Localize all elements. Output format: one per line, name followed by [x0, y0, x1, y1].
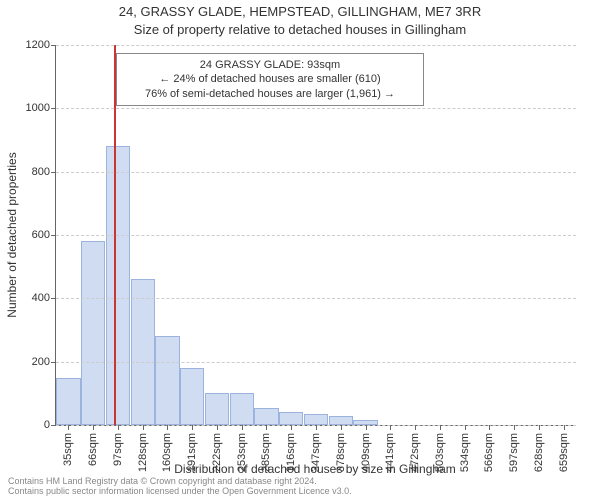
histogram-bar: [230, 393, 254, 425]
x-tick-mark: [341, 425, 342, 430]
footer-line-2: Contains public sector information licen…: [8, 487, 352, 497]
y-tick-mark: [51, 45, 56, 46]
x-tick-mark: [266, 425, 267, 430]
x-tick-mark: [366, 425, 367, 430]
histogram-bar: [131, 279, 155, 425]
y-tick-label: 200: [32, 356, 50, 368]
x-tick-mark: [415, 425, 416, 430]
x-tick-mark: [316, 425, 317, 430]
x-tick-mark: [291, 425, 292, 430]
y-tick-mark: [51, 298, 56, 299]
histogram-bar: [106, 146, 130, 425]
y-tick-mark: [51, 235, 56, 236]
x-tick-mark: [514, 425, 515, 430]
plot-area: 24 GRASSY GLADE: 93sqm← 24% of detached …: [55, 45, 576, 426]
histogram-bar: [81, 241, 105, 425]
marker-label-line: 24 GRASSY GLADE: 93sqm: [125, 58, 415, 72]
marker-label-line: ← 24% of detached houses are smaller (61…: [125, 72, 415, 86]
x-tick-mark: [242, 425, 243, 430]
y-tick-mark: [51, 172, 56, 173]
x-tick-mark: [440, 425, 441, 430]
y-tick-label: 1200: [26, 39, 50, 51]
y-axis-label-container: Number of detached properties: [12, 45, 26, 425]
x-tick-mark: [465, 425, 466, 430]
x-tick-mark: [143, 425, 144, 430]
property-size-chart: 24, GRASSY GLADE, HEMPSTEAD, GILLINGHAM,…: [0, 0, 600, 500]
histogram-bar: [279, 412, 303, 425]
gridline: [56, 235, 576, 236]
gridline: [56, 362, 576, 363]
gridline: [56, 172, 576, 173]
x-tick-mark: [390, 425, 391, 430]
y-tick-label: 0: [44, 419, 50, 431]
y-tick-label: 400: [32, 292, 50, 304]
chart-title-sub: Size of property relative to detached ho…: [0, 22, 600, 37]
gridline: [56, 108, 576, 109]
y-tick-label: 1000: [26, 102, 50, 114]
attribution-footer: Contains HM Land Registry data © Crown c…: [8, 477, 352, 497]
y-tick-label: 600: [32, 229, 50, 241]
x-tick-mark: [217, 425, 218, 430]
property-marker-label: 24 GRASSY GLADE: 93sqm← 24% of detached …: [116, 53, 424, 106]
y-axis-label: Number of detached properties: [5, 152, 19, 317]
histogram-bar: [205, 393, 229, 425]
marker-label-line: 76% of semi-detached houses are larger (…: [125, 87, 415, 101]
y-tick-mark: [51, 108, 56, 109]
gridline: [56, 298, 576, 299]
x-tick-mark: [93, 425, 94, 430]
histogram-bar: [329, 416, 353, 426]
x-tick-mark: [68, 425, 69, 430]
x-tick-mark: [564, 425, 565, 430]
histogram-bar: [56, 378, 80, 426]
chart-title-main: 24, GRASSY GLADE, HEMPSTEAD, GILLINGHAM,…: [0, 4, 600, 19]
histogram-bar: [254, 408, 278, 425]
x-axis-label: Distribution of detached houses by size …: [55, 462, 575, 476]
y-tick-mark: [51, 362, 56, 363]
y-tick-mark: [51, 425, 56, 426]
x-tick-mark: [489, 425, 490, 430]
x-tick-mark: [192, 425, 193, 430]
histogram-bar: [155, 336, 179, 425]
x-tick-mark: [118, 425, 119, 430]
histogram-bar: [180, 368, 204, 425]
x-tick-mark: [167, 425, 168, 430]
histogram-bar: [304, 414, 328, 425]
y-tick-label: 800: [32, 166, 50, 178]
gridline: [56, 45, 576, 46]
x-tick-mark: [539, 425, 540, 430]
